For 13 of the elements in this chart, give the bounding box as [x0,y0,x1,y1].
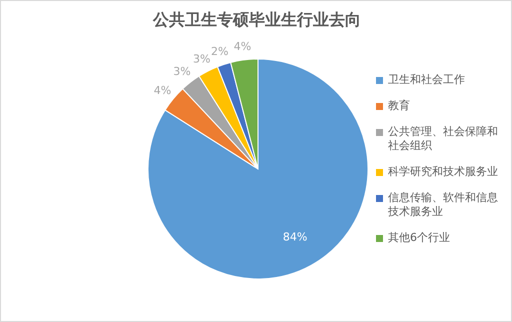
legend-label: 信息传输、软件和信息技术服务业 [388,191,499,219]
data-label: 2% [210,45,228,58]
legend-label: 科学研究和技术服务业 [388,165,498,179]
data-label: 4% [154,84,172,97]
chart-title: 公共卫生专硕毕业生行业去向 [152,10,361,29]
legend-label: 卫生和社会工作 [388,73,465,87]
legend-label: 公共管理、社会保障和社会组织 [388,125,499,153]
data-label: 84% [282,230,308,244]
legend-label: 其他6个行业 [388,231,450,245]
data-label: 3% [192,52,210,66]
data-label: 4% [234,40,252,53]
legend-label: 教育 [388,99,410,113]
data-label: 3% [173,65,191,78]
